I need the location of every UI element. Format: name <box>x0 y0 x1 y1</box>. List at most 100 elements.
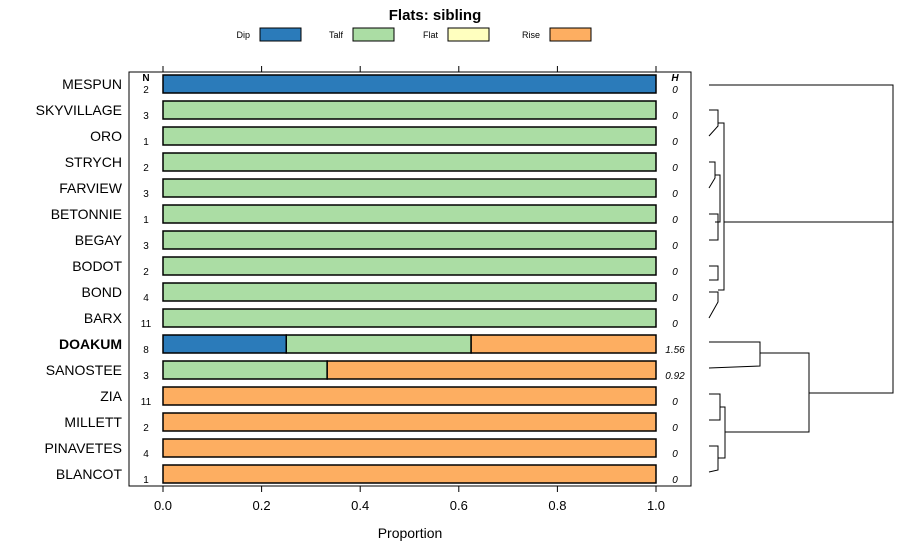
x-tick-label: 0.4 <box>351 498 369 513</box>
row-label: BODOT <box>72 258 122 274</box>
h-value: 0 <box>672 215 678 226</box>
dendrogram-branch <box>708 109 719 137</box>
n-value: 4 <box>143 449 149 460</box>
dendrogram-branch <box>709 265 719 281</box>
row-label: SANOSTEE <box>46 362 122 378</box>
legend-swatch <box>352 27 395 42</box>
x-tick-label: 0.6 <box>450 498 468 513</box>
dendrogram-branch <box>725 352 810 433</box>
row-label: BEGAY <box>75 232 123 248</box>
n-value: 3 <box>143 241 149 252</box>
n-value: 2 <box>143 85 149 96</box>
legend-swatch <box>259 27 302 42</box>
bar-segment-talf <box>162 152 657 172</box>
h-value: 0 <box>672 111 678 122</box>
plot-frame <box>128 71 692 487</box>
row-label: ZIA <box>100 388 122 404</box>
row-label: FARVIEW <box>59 180 123 196</box>
h-value: 0 <box>672 293 678 304</box>
bars: MESPUN 2 0 SKYVILLAGE 3 0 ORO 1 0 STRYCH 2 0 FARVIEW… <box>36 74 685 486</box>
row-label: MILLETT <box>64 414 122 430</box>
chart-title: Flats: sibling <box>389 7 482 24</box>
legend-label: Flat <box>423 30 439 40</box>
n-value: 11 <box>141 319 152 330</box>
row-label: BARX <box>84 310 123 326</box>
row-label: MESPUN <box>62 76 122 92</box>
h-value: 0 <box>672 241 678 252</box>
dendrogram <box>708 84 894 473</box>
legend-label: Rise <box>522 30 540 40</box>
dendrogram-branch <box>709 84 894 308</box>
h-column-header: H <box>671 73 679 84</box>
n-value: 2 <box>143 267 149 278</box>
row-label: STRYCH <box>65 154 122 170</box>
h-value: 1.56 <box>665 345 685 356</box>
h-value: 0 <box>672 423 678 434</box>
dendrogram-branch <box>809 222 894 394</box>
bar-segment-talf <box>162 204 657 224</box>
n-value: 2 <box>143 163 149 174</box>
bar-segment-rise <box>470 334 657 354</box>
dendrogram-branch <box>718 406 726 459</box>
bar-segment-talf <box>162 126 657 146</box>
legend-swatch <box>549 27 592 42</box>
n-value: 1 <box>143 215 149 226</box>
h-value: 0 <box>672 267 678 278</box>
h-value: 0 <box>672 397 678 408</box>
h-value: 0 <box>672 163 678 174</box>
row-label: BETONNIE <box>51 206 122 222</box>
bar-segment-talf <box>285 334 472 354</box>
bar-segment-rise <box>162 464 657 484</box>
dendrogram-branch <box>708 445 719 473</box>
h-value: 0.92 <box>665 371 685 382</box>
legend-label: Talf <box>329 30 344 40</box>
n-value: 4 <box>143 293 149 304</box>
n-column-header: N <box>142 73 149 84</box>
n-value: 2 <box>143 423 149 434</box>
x-tick-label: 1.0 <box>647 498 665 513</box>
bar-segment-talf <box>162 230 657 250</box>
h-value: 0 <box>672 475 678 486</box>
bar-segment-talf <box>162 100 657 120</box>
bar-segment-dip <box>162 334 287 354</box>
h-value: 0 <box>672 449 678 460</box>
bar-segment-rise <box>162 386 657 406</box>
dendrogram-branch <box>708 161 716 189</box>
bar-segment-talf <box>162 282 657 302</box>
row-label: DOAKUM <box>59 336 122 352</box>
legend: Dip Talf Flat Rise <box>236 27 592 42</box>
bar-segment-rise <box>162 438 657 458</box>
h-value: 0 <box>672 85 678 96</box>
bar-segment-talf <box>162 308 657 328</box>
bar-segment-talf <box>162 360 328 380</box>
x-tick-label: 0.2 <box>253 498 271 513</box>
legend-swatch <box>447 27 490 42</box>
n-value: 11 <box>141 397 152 408</box>
h-value: 0 <box>672 189 678 200</box>
dendrogram-branch <box>709 213 719 241</box>
h-value: 0 <box>672 319 678 330</box>
legend-label: Dip <box>236 30 250 40</box>
x-axis-label: Proportion <box>378 525 443 541</box>
bar-segment-rise <box>162 412 657 432</box>
n-value: 3 <box>143 111 149 122</box>
dendrogram-branch <box>709 393 721 421</box>
x-tick-label: 0.0 <box>154 498 172 513</box>
row-label: ORO <box>90 128 122 144</box>
row-label: PINAVETES <box>44 440 122 456</box>
x-tick-label: 0.8 <box>548 498 566 513</box>
bar-segment-talf <box>162 256 657 276</box>
dendrogram-branch <box>718 122 725 291</box>
n-value: 3 <box>143 189 149 200</box>
bar-segment-rise <box>326 360 657 380</box>
x-axis: 0.0 0.2 0.4 0.6 0.8 1.0 <box>154 66 665 513</box>
n-value: 1 <box>143 137 149 148</box>
n-value: 8 <box>143 345 149 356</box>
dendrogram-branch <box>708 291 719 319</box>
bar-segment-dip <box>162 74 657 94</box>
bar-segment-talf <box>162 178 657 198</box>
n-value: 3 <box>143 371 149 382</box>
row-label: BOND <box>82 284 122 300</box>
dendrogram-branch <box>708 341 761 369</box>
